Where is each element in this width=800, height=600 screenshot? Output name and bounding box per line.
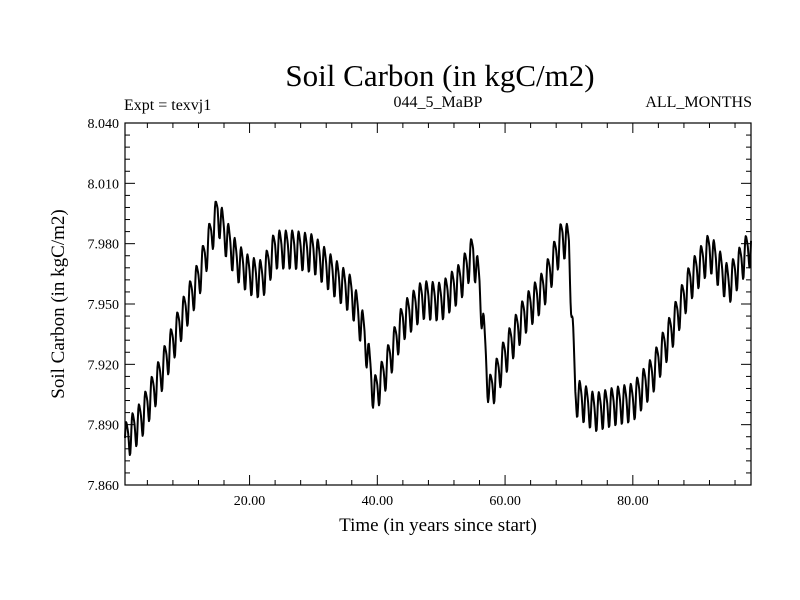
x-axis-label: Time (in years since start) bbox=[339, 515, 537, 536]
y-tick-label: 7.950 bbox=[88, 298, 120, 313]
chart-title: Soil Carbon (in kgC/m2) bbox=[285, 58, 594, 93]
y-tick-label: 7.860 bbox=[88, 479, 120, 494]
axis-tick-labels: 7.860 7.890 7.920 7.950 7.980 8.010 8.040 20.00… bbox=[88, 117, 649, 509]
y-tick-label: 7.890 bbox=[88, 419, 120, 434]
y-axis-label: Soil Carbon (in kgC/m2) bbox=[48, 209, 69, 398]
experiment-label: Expt = texvj1 bbox=[124, 97, 211, 114]
period-label: 044_5_MaBP bbox=[394, 94, 483, 111]
y-tick-label: 7.980 bbox=[88, 238, 120, 253]
months-label: ALL_MONTHS bbox=[645, 94, 752, 111]
x-tick-label: 20.00 bbox=[234, 494, 266, 509]
y-tick-label: 8.010 bbox=[88, 177, 120, 192]
x-tick-label: 60.00 bbox=[489, 494, 521, 509]
y-tick-label: 7.920 bbox=[88, 358, 120, 373]
soil-carbon-series-line bbox=[124, 200, 752, 457]
y-tick-label: 8.040 bbox=[88, 117, 120, 132]
x-tick-label: 40.00 bbox=[362, 494, 394, 509]
x-tick-label: 80.00 bbox=[617, 494, 649, 509]
